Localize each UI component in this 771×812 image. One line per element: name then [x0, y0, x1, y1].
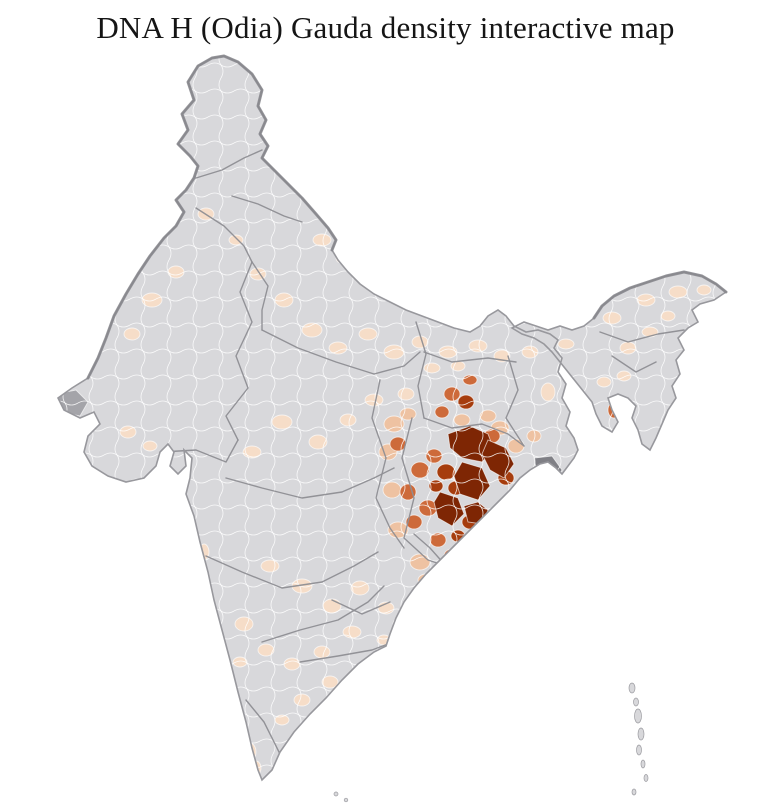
island[interactable] [640, 759, 646, 769]
state-border [331, 599, 391, 615]
state-border [251, 261, 269, 331]
international-border-northeast [592, 270, 728, 320]
international-border-west-north [86, 54, 338, 380]
coastline-mainland [56, 55, 579, 782]
district[interactable] [434, 564, 454, 580]
state-border [371, 379, 405, 549]
island[interactable] [628, 682, 636, 694]
state-border [261, 329, 421, 375]
state-border [225, 261, 253, 441]
state-border [195, 149, 263, 179]
island[interactable] [631, 788, 637, 796]
state-border [505, 355, 525, 447]
state-border [231, 195, 303, 223]
island[interactable] [636, 744, 642, 756]
state-border [415, 321, 427, 419]
island[interactable] [643, 774, 649, 782]
island[interactable] [634, 708, 642, 724]
island[interactable] [633, 697, 639, 707]
district[interactable] [678, 392, 690, 404]
state-border [401, 417, 447, 567]
state-border [161, 439, 239, 463]
island[interactable] [637, 727, 645, 741]
state-border [611, 355, 657, 373]
map-title: DNA H (Odia) Gauda density interactive m… [96, 10, 675, 45]
district[interactable] [192, 599, 204, 617]
district[interactable] [221, 682, 233, 698]
international-border [86, 54, 728, 380]
state-border [205, 551, 379, 589]
state-border [261, 585, 385, 643]
andaman-nicobar-islands [333, 682, 649, 803]
district[interactable] [227, 696, 241, 716]
state-border [299, 643, 389, 663]
state-border [423, 351, 517, 363]
island[interactable] [333, 791, 339, 797]
state-border [225, 467, 395, 499]
state-border [599, 329, 685, 343]
state-border [195, 207, 253, 263]
island[interactable] [343, 797, 349, 803]
state-border [423, 417, 525, 447]
state-borders [161, 149, 685, 763]
